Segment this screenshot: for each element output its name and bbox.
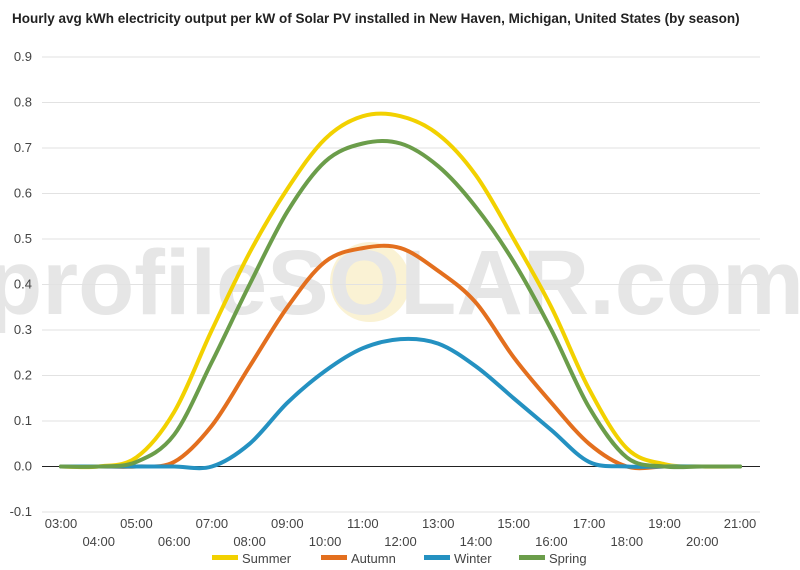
- x-tick-label: 06:00: [158, 534, 191, 549]
- x-tick-label: 08:00: [233, 534, 266, 549]
- y-tick-label: 0.6: [14, 186, 32, 201]
- y-tick-label: 0.4: [14, 277, 32, 292]
- y-tick-label: 0.7: [14, 140, 32, 155]
- x-tick-label: 17:00: [573, 516, 606, 531]
- series-line-summer: [59, 111, 742, 470]
- legend-swatch-autumn: [321, 555, 347, 560]
- y-axis-labels: -0.1 0.0 0.1 0.2 0.3 0.4 0.5 0.6 0.7 0.8 0.9: [10, 49, 32, 519]
- grid: [42, 56, 760, 513]
- legend-label-summer: Summer: [242, 551, 292, 566]
- y-tick-label: 0.9: [14, 49, 32, 64]
- x-tick-label: 12:00: [384, 534, 417, 549]
- x-tick-label: 03:00: [45, 516, 78, 531]
- x-tick-label: 16:00: [535, 534, 568, 549]
- chart-title: Hourly avg kWh electricity output per kW…: [12, 11, 740, 26]
- x-tick-label: 10:00: [309, 534, 342, 549]
- x-tick-label: 18:00: [611, 534, 644, 549]
- legend-label-winter: Winter: [454, 551, 492, 566]
- y-tick-label: 0.0: [14, 459, 32, 474]
- x-tick-label: 14:00: [460, 534, 493, 549]
- y-tick-label: 0.5: [14, 231, 32, 246]
- x-tick-label: 05:00: [120, 516, 153, 531]
- series-line-winter: [59, 336, 742, 471]
- legend: Summer Autumn Winter Spring: [212, 551, 587, 566]
- y-tick-label: -0.1: [10, 504, 32, 519]
- legend-label-spring: Spring: [549, 551, 587, 566]
- y-tick-label: 0.3: [14, 322, 32, 337]
- x-tick-label: 15:00: [497, 516, 530, 531]
- x-tick-label: 04:00: [82, 534, 115, 549]
- x-tick-label: 07:00: [196, 516, 229, 531]
- x-tick-label: 20:00: [686, 534, 719, 549]
- legend-swatch-summer: [212, 555, 238, 560]
- x-tick-label: 19:00: [648, 516, 681, 531]
- legend-swatch-spring: [519, 555, 545, 560]
- x-tick-label: 11:00: [347, 516, 379, 531]
- legend-label-autumn: Autumn: [351, 551, 396, 566]
- y-tick-label: 0.1: [14, 413, 32, 428]
- legend-swatch-winter: [424, 555, 450, 560]
- series-lines: [59, 111, 742, 471]
- x-axis-labels: 03:00 05:00 07:00 09:00 11:00 13:00 15:00 17:00…: [45, 516, 757, 549]
- x-tick-label: 09:00: [271, 516, 304, 531]
- y-tick-label: 0.2: [14, 368, 32, 383]
- x-tick-label: 21:00: [724, 516, 757, 531]
- series-line-spring: [59, 138, 742, 470]
- x-tick-label: 13:00: [422, 516, 455, 531]
- y-tick-label: 0.8: [14, 95, 32, 110]
- watermark-sun-icon: [330, 242, 410, 322]
